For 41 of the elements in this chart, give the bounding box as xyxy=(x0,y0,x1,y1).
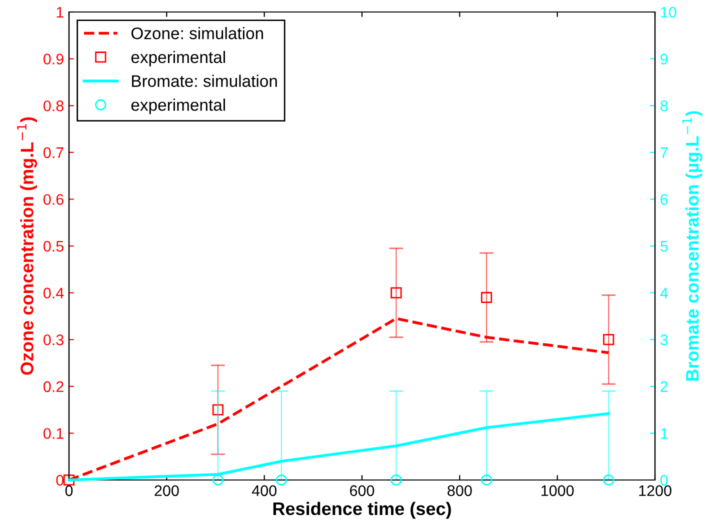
x-tick-label: 800 xyxy=(448,485,472,496)
y2-tick-label: 4 xyxy=(660,288,668,298)
x-axis-title: Residence time (sec) xyxy=(273,502,451,519)
x-tick-label: 0 xyxy=(65,485,73,496)
legend-label: experimental xyxy=(131,98,225,114)
y-tick-label: 0.2 xyxy=(44,381,64,392)
y2-axis-title: Bromate concentration (µg.L$^{−1}$) xyxy=(682,111,702,381)
y2-tick-label: 3 xyxy=(660,334,668,346)
x-tick-label: 200 xyxy=(154,485,179,496)
point xyxy=(480,292,492,304)
y-tick-label: 0.1 xyxy=(44,428,64,439)
y-tick-label: 0.9 xyxy=(44,54,64,64)
y2-tick-label: 8 xyxy=(660,100,668,112)
legend-label: Ozone: simulation xyxy=(131,27,263,40)
y2-tick-label: 2 xyxy=(660,381,668,392)
y2-tick-label: 5 xyxy=(660,241,668,252)
y2-tick-label: 10 xyxy=(661,6,676,18)
y-tick-label: 1 xyxy=(56,7,64,18)
y2-tick-label: 9 xyxy=(660,54,668,64)
y2-tick-label: 0 xyxy=(660,474,668,486)
y2-tick-label: 6 xyxy=(660,194,668,205)
y-tick-label: 0 xyxy=(56,474,64,486)
y2-tick-label: 1 xyxy=(661,428,668,439)
legend-label: Bromate: simulation xyxy=(132,74,277,87)
y-tick-label: 0.6 xyxy=(44,194,64,205)
y-axis-title: Ozone concentration (mg.L$^{−1}$) xyxy=(17,117,38,375)
y-tick-label: 0.7 xyxy=(44,147,64,158)
x-tick-label: 1200 xyxy=(639,485,672,496)
x-tick-label: 1000 xyxy=(542,485,574,496)
y-tick-label: 0.5 xyxy=(44,240,64,252)
x-tick-label: 600 xyxy=(350,485,374,496)
y-tick-label: 0.8 xyxy=(44,100,64,112)
point xyxy=(212,404,224,416)
point xyxy=(390,287,402,298)
point xyxy=(63,474,75,486)
y-tick-label: 0.4 xyxy=(44,288,64,298)
y2-tick-label: 7 xyxy=(660,147,668,158)
y-tick-label: 0.3 xyxy=(44,334,64,346)
point xyxy=(603,334,614,346)
legend-label: experimental xyxy=(131,50,225,66)
x-tick-label: 400 xyxy=(252,485,276,496)
